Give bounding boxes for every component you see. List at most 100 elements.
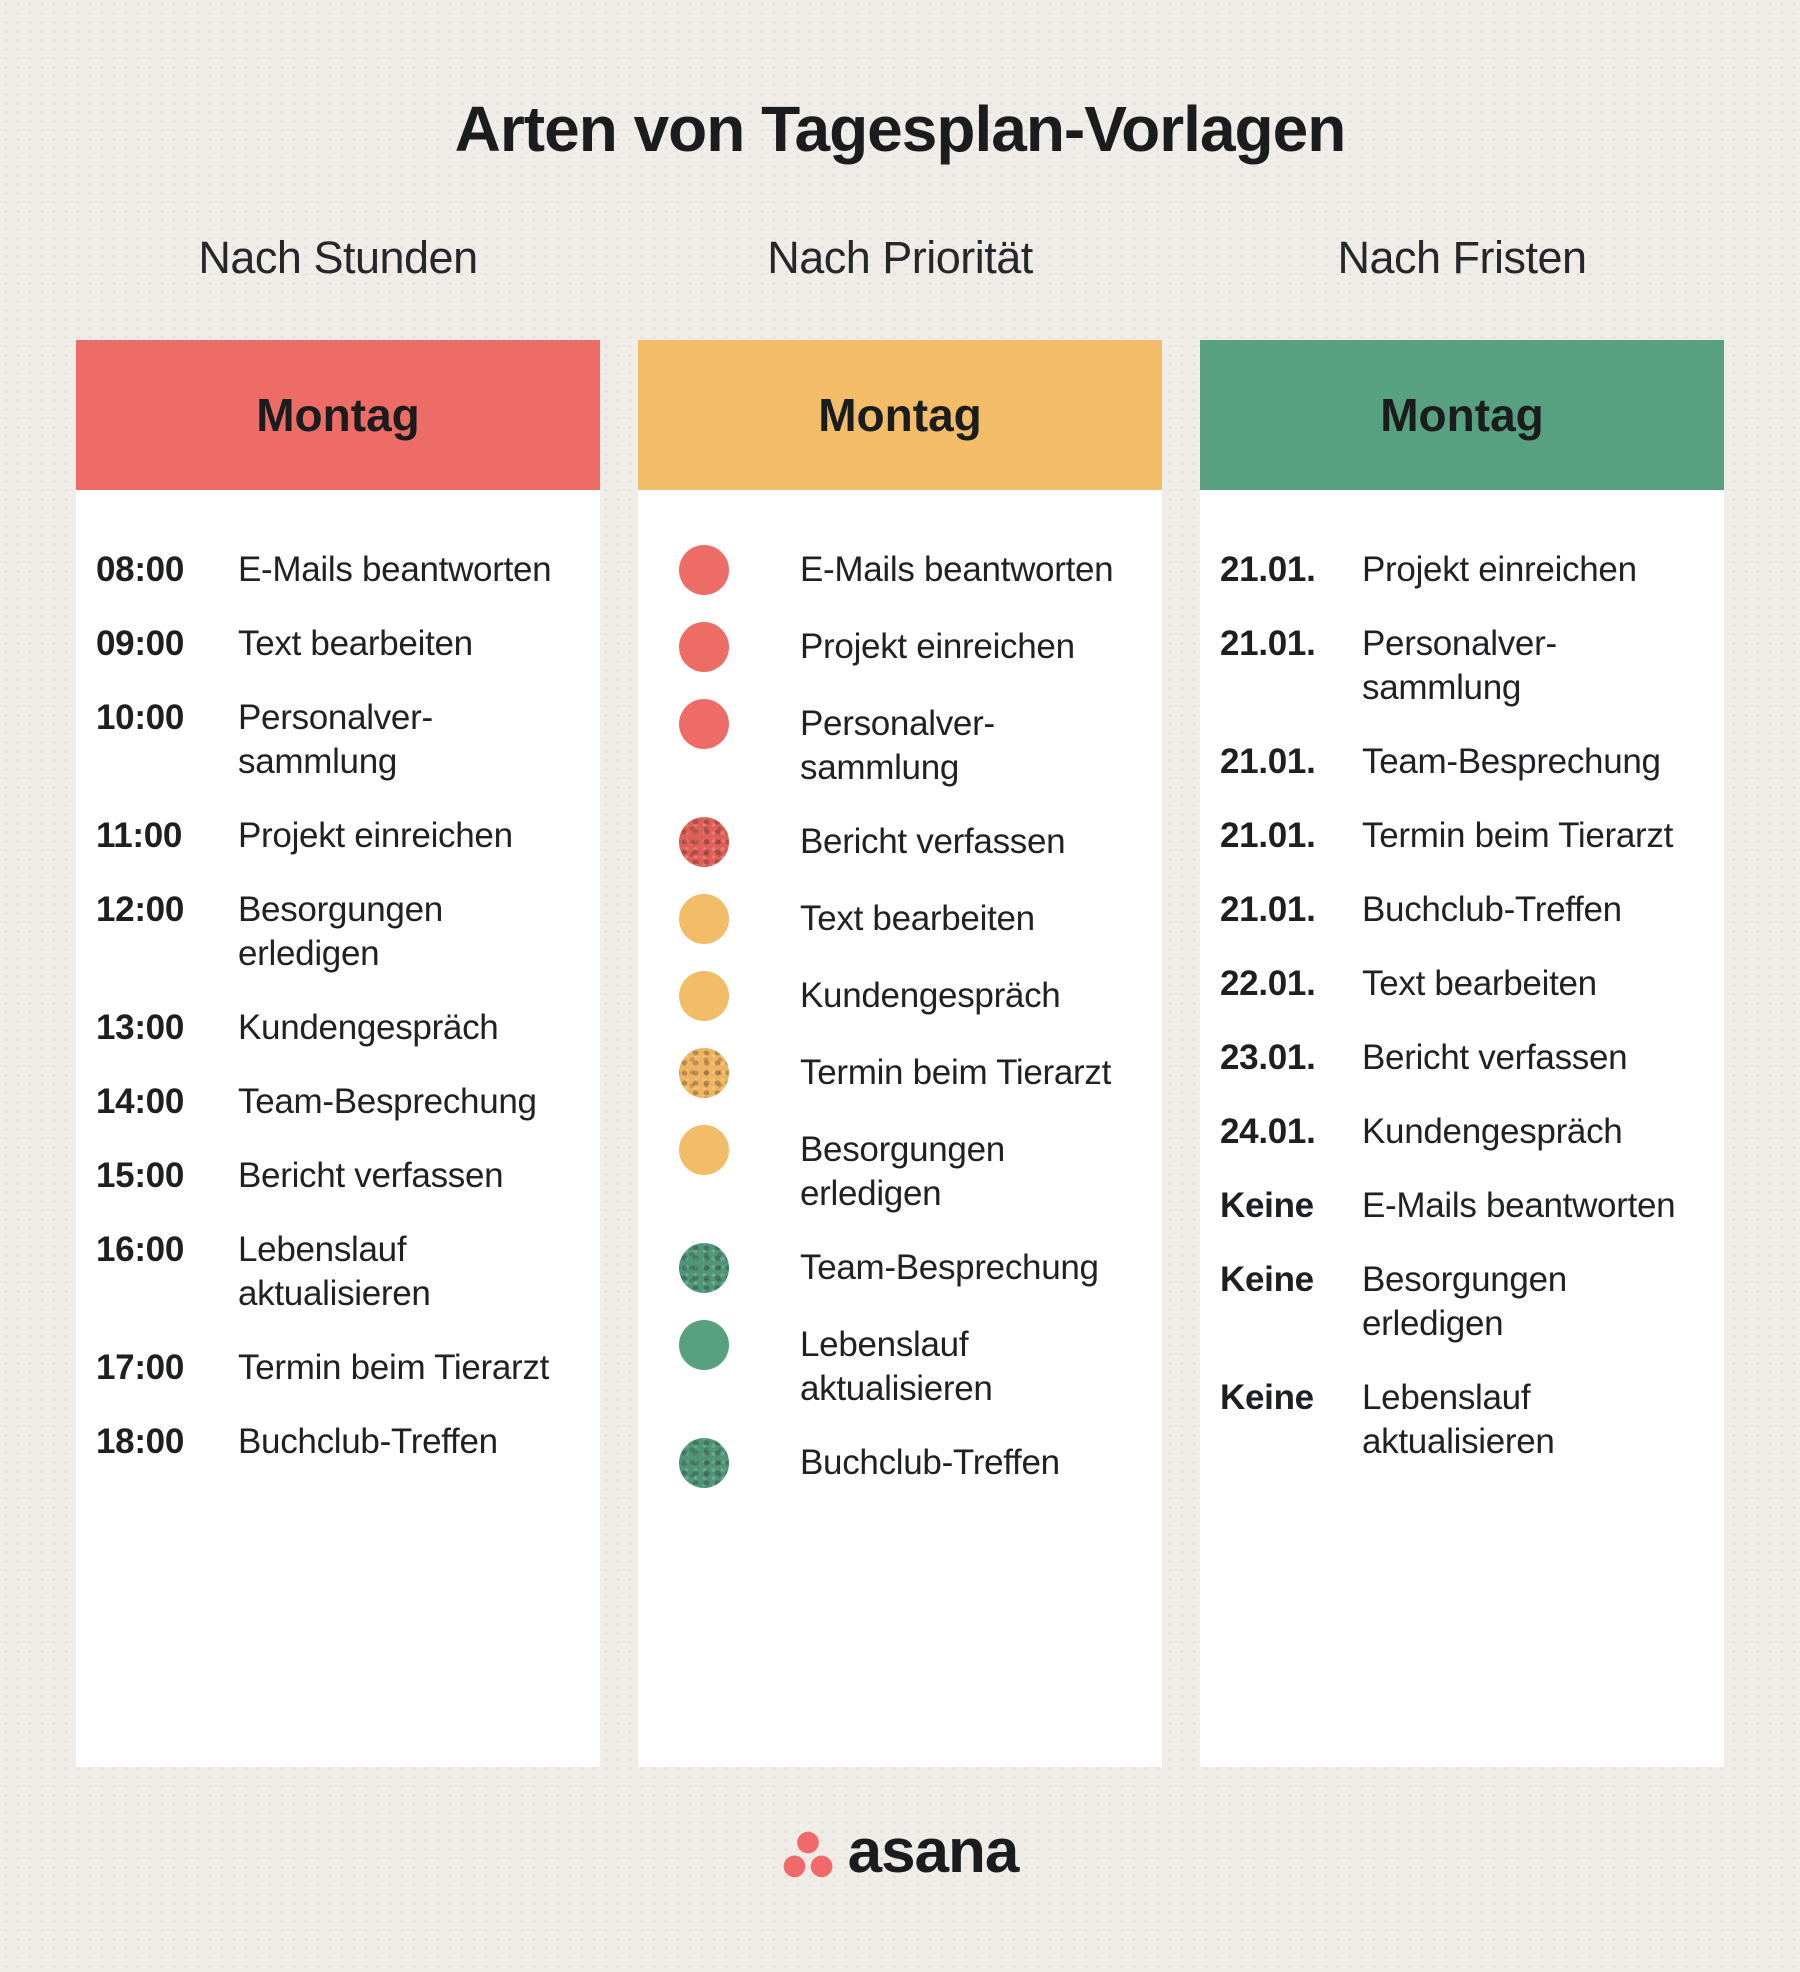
task-text: Text bearbeiten <box>1362 964 1597 1003</box>
schedule-cards: Montag 08:00 E-Mails beantworten 09:00 Text… <box>76 340 1724 1767</box>
item-label: 15:00 <box>96 1156 185 1195</box>
task-text: Projekt einreichen <box>238 816 513 855</box>
item-dot-cell <box>658 545 800 595</box>
item-dot-cell <box>658 1320 800 1370</box>
schedule-item: Bericht verfassen <box>658 817 1134 867</box>
item-label: 21.01. <box>1220 816 1316 855</box>
task-text: Besorgungen erledigen <box>238 890 443 973</box>
schedule-item: Termin beim Tierarzt <box>658 1048 1134 1098</box>
task-text: Buchclub-Treffen <box>1362 890 1622 929</box>
task-text: Personalver-sammlung <box>238 698 433 781</box>
schedule-item: Team-Besprechung <box>658 1243 1134 1293</box>
schedule-item: 16:00 Lebenslauf aktualisieren <box>96 1228 572 1316</box>
schedule-item: 08:00 E-Mails beantworten <box>96 548 572 592</box>
card-header: Montag <box>76 340 600 490</box>
item-label: 22.01. <box>1220 964 1316 1003</box>
item-label: 17:00 <box>96 1348 185 1387</box>
item-dot-cell <box>658 971 800 1021</box>
schedule-item: 11:00 Projekt einreichen <box>96 814 572 858</box>
item-label: 12:00 <box>96 890 185 929</box>
priority-medium-dot <box>679 1125 729 1175</box>
item-label: 09:00 <box>96 624 185 663</box>
item-label: Keine <box>1220 1186 1314 1225</box>
column-heading-deadlines: Nach Fristen <box>1337 232 1587 283</box>
task-text: Team-Besprechung <box>800 1248 1099 1287</box>
task-text: E-Mails beantworten <box>800 550 1114 589</box>
schedule-item: 18:00 Buchclub-Treffen <box>96 1420 572 1464</box>
task-text: Team-Besprechung <box>1362 742 1661 781</box>
card-by-hours: Montag 08:00 E-Mails beantworten 09:00 Text… <box>76 340 600 1767</box>
schedule-item: Lebenslauf aktualisieren <box>658 1320 1134 1411</box>
card-body: 08:00 E-Mails beantworten 09:00 Text bearbe… <box>76 490 600 1494</box>
priority-low-dot <box>679 1320 729 1370</box>
item-dot-cell <box>658 699 800 749</box>
card-by-priority: Montag E-Mails beantworten Projekt einrei… <box>638 340 1162 1767</box>
item-label: 23.01. <box>1220 1038 1316 1077</box>
schedule-item: 22.01. Text bearbeiten <box>1220 962 1696 1006</box>
task-text: Kundengespräch <box>1362 1112 1623 1151</box>
task-text: Lebenslauf aktualisieren <box>800 1325 993 1408</box>
schedule-item: 14:00 Team-Besprechung <box>96 1080 572 1124</box>
item-dot-cell <box>658 1438 800 1488</box>
item-label: 21.01. <box>1220 550 1316 589</box>
schedule-item: 12:00 Besorgungen erledigen <box>96 888 572 976</box>
item-label: 08:00 <box>96 550 185 589</box>
priority-medium-dot <box>679 894 729 944</box>
task-text: Team-Besprechung <box>238 1082 537 1121</box>
task-text: Personalver-sammlung <box>1362 624 1557 707</box>
task-text: Lebenslauf aktualisieren <box>1362 1378 1555 1461</box>
item-label: 16:00 <box>96 1230 185 1269</box>
asana-logo-icon <box>783 1831 832 1878</box>
schedule-item: Kundengespräch <box>658 971 1134 1021</box>
schedule-item: Keine E-Mails beantworten <box>1220 1184 1696 1228</box>
task-text: Termin beim Tierarzt <box>1362 816 1674 855</box>
schedule-item: 17:00 Termin beim Tierarzt <box>96 1346 572 1390</box>
item-label: 21.01. <box>1220 742 1316 781</box>
priority-high-dot-textured <box>679 817 729 867</box>
item-label: 11:00 <box>96 816 183 855</box>
card-body: E-Mails beantworten Projekt einreichen Per… <box>638 490 1162 1518</box>
schedule-item: 21.01. Buchclub-Treffen <box>1220 888 1696 932</box>
item-dot-cell <box>658 1048 800 1098</box>
schedule-item: Projekt einreichen <box>658 622 1134 672</box>
task-text: Buchclub-Treffen <box>800 1443 1060 1482</box>
schedule-item: 23.01. Bericht verfassen <box>1220 1036 1696 1080</box>
item-label: 21.01. <box>1220 890 1316 929</box>
schedule-item: 21.01. Personalver-sammlung <box>1220 622 1696 710</box>
task-text: Kundengespräch <box>800 976 1061 1015</box>
task-text: Lebenslauf aktualisieren <box>238 1230 431 1313</box>
schedule-item: Buchclub-Treffen <box>658 1438 1134 1488</box>
task-text: Bericht verfassen <box>238 1156 504 1195</box>
footer: asana <box>0 1821 1800 1889</box>
task-text: Besorgungen erledigen <box>1362 1260 1567 1343</box>
schedule-item: Personalver-sammlung <box>658 699 1134 790</box>
item-label: 24.01. <box>1220 1112 1316 1151</box>
card-header: Montag <box>638 340 1162 490</box>
task-text: Bericht verfassen <box>1362 1038 1628 1077</box>
task-text: E-Mails beantworten <box>1362 1186 1676 1225</box>
task-text: Bericht verfassen <box>800 822 1066 861</box>
task-text: Projekt einreichen <box>800 627 1075 666</box>
schedule-item: 10:00 Personalver-sammlung <box>96 696 572 784</box>
priority-high-dot <box>679 622 729 672</box>
card-header: Montag <box>1200 340 1724 490</box>
task-text: Buchclub-Treffen <box>238 1422 498 1461</box>
page-title: Arten von Tagesplan-Vorlagen <box>454 93 1347 165</box>
item-label: 13:00 <box>96 1008 185 1047</box>
schedule-item: 15:00 Bericht verfassen <box>96 1154 572 1198</box>
task-text: Kundengespräch <box>238 1008 499 1047</box>
item-dot-cell <box>658 622 800 672</box>
task-text: Text bearbeiten <box>800 899 1035 938</box>
priority-medium-dot <box>679 971 729 1021</box>
schedule-item: E-Mails beantworten <box>658 545 1134 595</box>
item-label: 10:00 <box>96 698 185 737</box>
task-text: E-Mails beantworten <box>238 550 552 589</box>
task-text: Termin beim Tierarzt <box>800 1053 1112 1092</box>
item-dot-cell <box>658 1243 800 1293</box>
card-body: 21.01. Projekt einreichen 21.01. Personalve… <box>1200 490 1724 1494</box>
schedule-item: 24.01. Kundengespräch <box>1220 1110 1696 1154</box>
schedule-item: Text bearbeiten <box>658 894 1134 944</box>
column-heading-priority: Nach Priorität <box>767 232 1033 283</box>
task-text: Projekt einreichen <box>1362 550 1637 589</box>
